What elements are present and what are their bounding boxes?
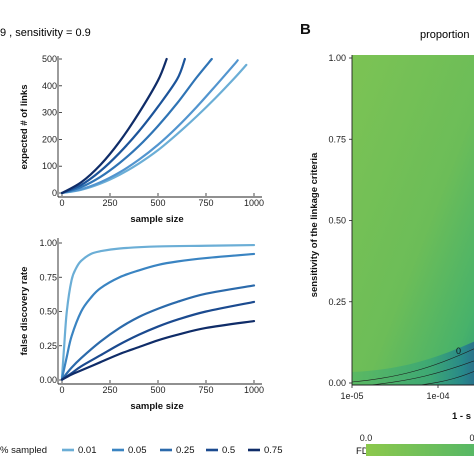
p1-x-tick-label: 1000 [244, 198, 264, 208]
heatmap-x-tick-label: 1e-04 [426, 391, 449, 401]
heatmap-x-label: 1 - s [452, 411, 471, 422]
p2-x-tick-label: 0 [59, 385, 64, 395]
heatmap-x-tick-label: 1e-05 [340, 391, 363, 401]
panel-a-title: 9 , sensitivity = 0.9 [0, 27, 91, 39]
links-plot: 0 100 200 300 400 500 0 250 500 750 1000 sample s… [19, 54, 264, 225]
p2-x-tick-label: 1000 [244, 385, 264, 395]
p1-y-tick-label: 200 [42, 134, 57, 144]
p2-y-tick-label: 1.00 [39, 238, 57, 248]
legend-label-2: 0.25 [176, 445, 195, 456]
p1-series-line-1 [60, 59, 239, 195]
p2-series-line-3 [60, 300, 256, 381]
sampled-legend: % sampled 0.01 0.05 0.25 0.5 0.75 [0, 445, 283, 456]
p1-series-line-3 [60, 57, 186, 195]
p2-y-tick-label: 0.00 [39, 375, 57, 385]
links-y-label: expected # of links [19, 84, 30, 169]
legend-label-1: 0.05 [128, 445, 147, 456]
heatmap-y-label: sensitivity of the linkage criteria [309, 152, 320, 297]
contour-line-1 [351, 348, 474, 383]
heatmap-y-tick-label: 0.75 [328, 134, 346, 144]
heatmap-y-tick-label: 0.25 [328, 297, 346, 307]
p2-series-line-1 [60, 252, 256, 380]
p1-x-tick-label: 750 [198, 198, 213, 208]
panel-b-title: proportion [420, 29, 470, 41]
p2-y-tick-label: 0.75 [39, 272, 57, 282]
contour-label: 0 [456, 346, 461, 356]
legend-label-4: 0.75 [264, 445, 283, 456]
p1-y-tick-label: 300 [42, 108, 57, 118]
p1-y-tick-label: 400 [42, 81, 57, 91]
p1-series-line-2 [60, 57, 213, 195]
p1-y-tick-label: 500 [42, 54, 57, 64]
contour-line-2 [369, 360, 474, 386]
p2-series-line-4 [60, 319, 256, 381]
p2-x-tick-label: 750 [198, 385, 213, 395]
p1-x-tick-label: 0 [59, 198, 64, 208]
p1-y-tick-label: 100 [42, 161, 57, 171]
links-x-label: sample size [130, 214, 183, 225]
legend-label-0: 0.01 [78, 445, 97, 456]
heatmap-low-region [352, 341, 474, 385]
p1-y-tick-label: 0 [52, 188, 57, 198]
contour-line-3 [419, 371, 474, 386]
fdr-colorbar [366, 444, 474, 456]
fdr-plot: 0.00 0.25 0.50 0.75 1.00 0 250 500 750 1000 samp… [19, 238, 264, 412]
p2-y-tick-label: 0.50 [39, 307, 57, 317]
heatmap-y-tick-label: 1.00 [328, 53, 346, 63]
p2-x-tick-label: 250 [102, 385, 117, 395]
fdr-legend-title: FDR [356, 446, 376, 457]
fdr-legend-tick-1: 0 [469, 433, 474, 443]
panel-b-letter: B [300, 21, 311, 38]
p2-series-line-0 [60, 243, 256, 379]
p2-series-line-2 [60, 284, 256, 381]
p2-y-tick-label: 0.25 [39, 341, 57, 351]
fdr-legend-tick-0: 0.0 [360, 433, 373, 443]
p1-x-tick-label: 500 [150, 198, 165, 208]
p1-x-tick-label: 250 [102, 198, 117, 208]
fdr-y-label: false discovery rate [19, 267, 30, 356]
p1-series-line-4 [60, 57, 168, 195]
heatmap-fill [352, 55, 474, 385]
heatmap-y-tick-label: 0.50 [328, 216, 346, 226]
p2-x-tick-label: 500 [150, 385, 165, 395]
legend-title: % sampled [0, 445, 47, 456]
legend-label-3: 0.5 [222, 445, 235, 456]
fdr-x-label: sample size [130, 401, 183, 412]
heatmap-y-tick-label: 0.00 [328, 378, 346, 388]
fdr-heatmap: 0 0.000.250.500.751.00 1e-05 1e-04 sensit… [309, 53, 474, 457]
